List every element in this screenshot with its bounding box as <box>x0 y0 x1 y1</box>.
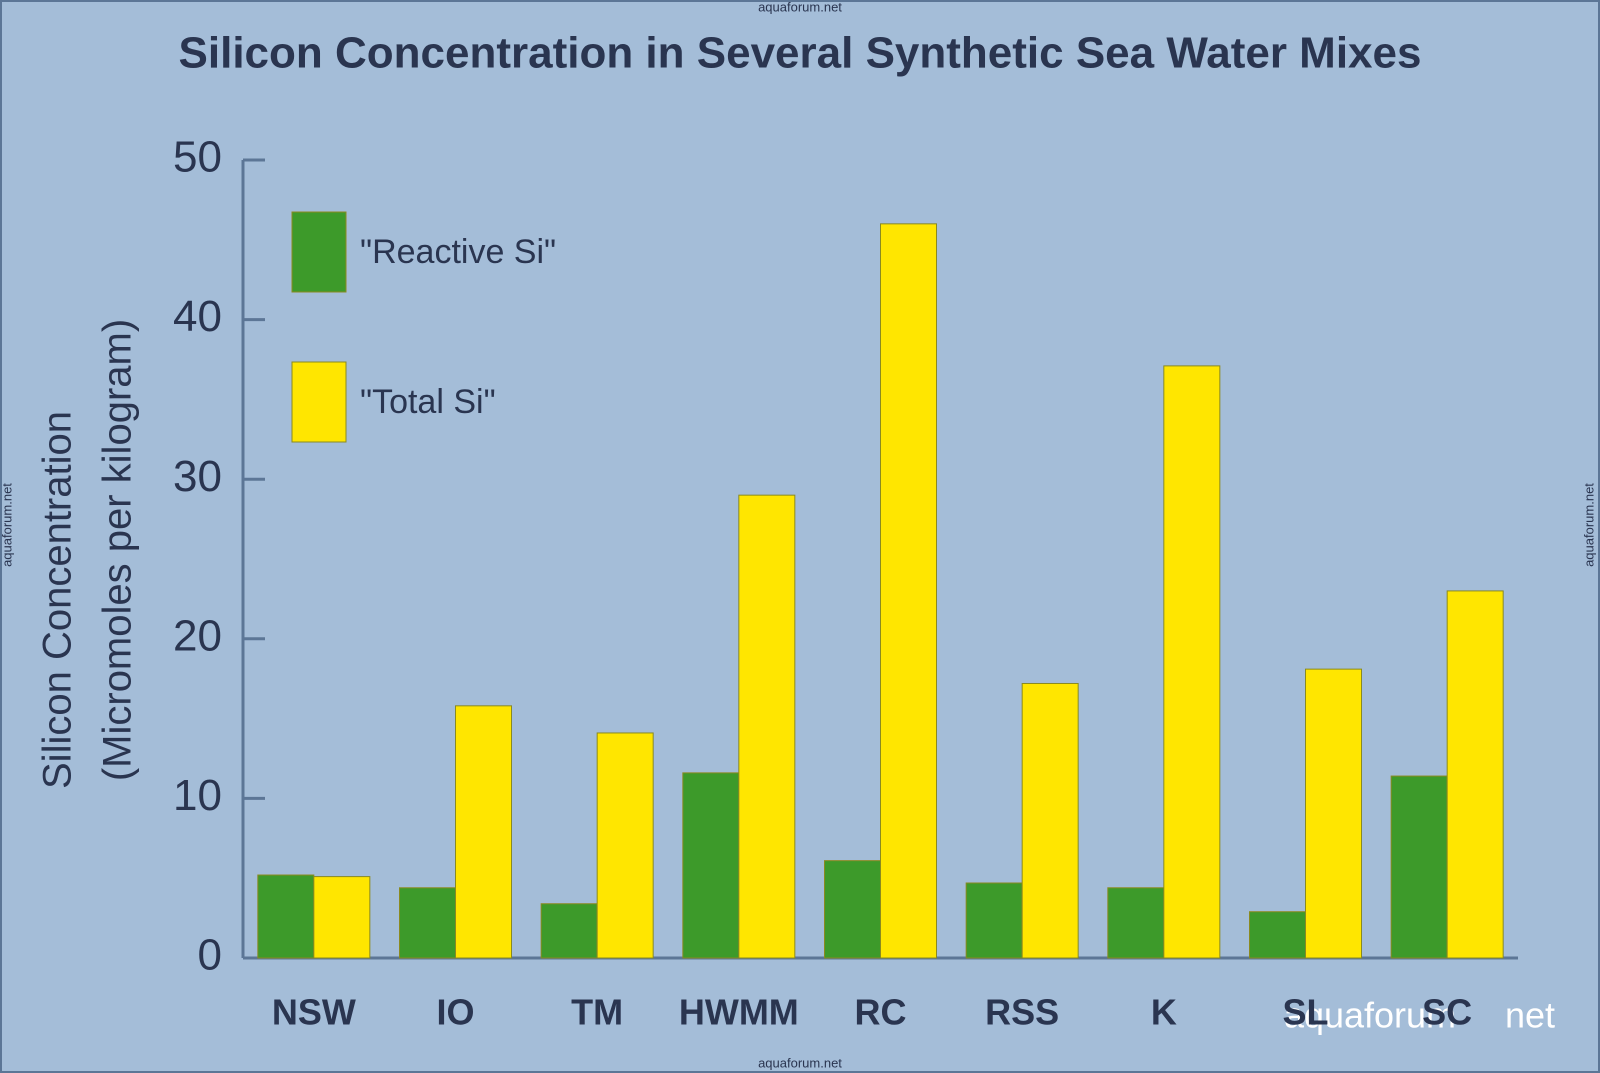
bar <box>965 882 1023 959</box>
y-axis-label: (Micromoles per kilogram) <box>96 319 140 781</box>
bar <box>313 876 371 959</box>
bar <box>824 860 881 959</box>
bar <box>1107 887 1165 959</box>
watermark: aquaforum.net <box>1581 483 1596 567</box>
bar <box>738 494 796 959</box>
x-tick-label: HWMM <box>679 992 799 1033</box>
bar <box>1390 775 1448 959</box>
watermark: aquaforum.net <box>758 0 842 14</box>
y-tick-label: 30 <box>173 452 222 501</box>
bar <box>1021 682 1079 959</box>
watermark: aquaforum.net <box>0 483 14 567</box>
bar <box>682 772 740 959</box>
bar <box>1163 365 1221 959</box>
x-tick-label: SC <box>1422 992 1472 1033</box>
y-tick-label: 20 <box>173 611 222 660</box>
bar <box>399 887 456 959</box>
y-axis-label: Silicon Concentration <box>36 411 80 789</box>
bar <box>596 732 654 959</box>
x-tick-label: TM <box>571 992 623 1033</box>
x-tick-label: SL <box>1282 992 1328 1033</box>
x-tick-label: RC <box>855 992 907 1033</box>
y-tick-label: 40 <box>173 292 222 341</box>
bar <box>455 705 512 959</box>
bar <box>1446 590 1504 959</box>
legend-swatch <box>291 211 347 293</box>
watermark: aquaforum.net <box>758 1055 842 1070</box>
legend-swatch <box>291 361 347 443</box>
chart-title: Silicon Concentration in Several Synthet… <box>179 29 1422 78</box>
x-tick-label: K <box>1151 992 1177 1033</box>
legend-label: "Total Si" <box>360 383 496 421</box>
x-tick-label: RSS <box>985 992 1059 1033</box>
legend-label: "Reactive Si" <box>360 233 556 271</box>
y-tick-label: 0 <box>198 931 222 980</box>
bar <box>880 223 937 959</box>
x-tick-label: NSW <box>272 992 356 1033</box>
y-tick-label: 10 <box>173 771 222 820</box>
x-tick-label: IO <box>436 992 474 1033</box>
bar <box>1249 911 1306 959</box>
y-tick-label: 50 <box>173 133 222 182</box>
watermark: aquaforum <box>1284 995 1456 1036</box>
bar <box>257 874 315 959</box>
watermark: net <box>1505 995 1555 1036</box>
bar <box>1305 668 1362 959</box>
bar <box>540 903 598 959</box>
